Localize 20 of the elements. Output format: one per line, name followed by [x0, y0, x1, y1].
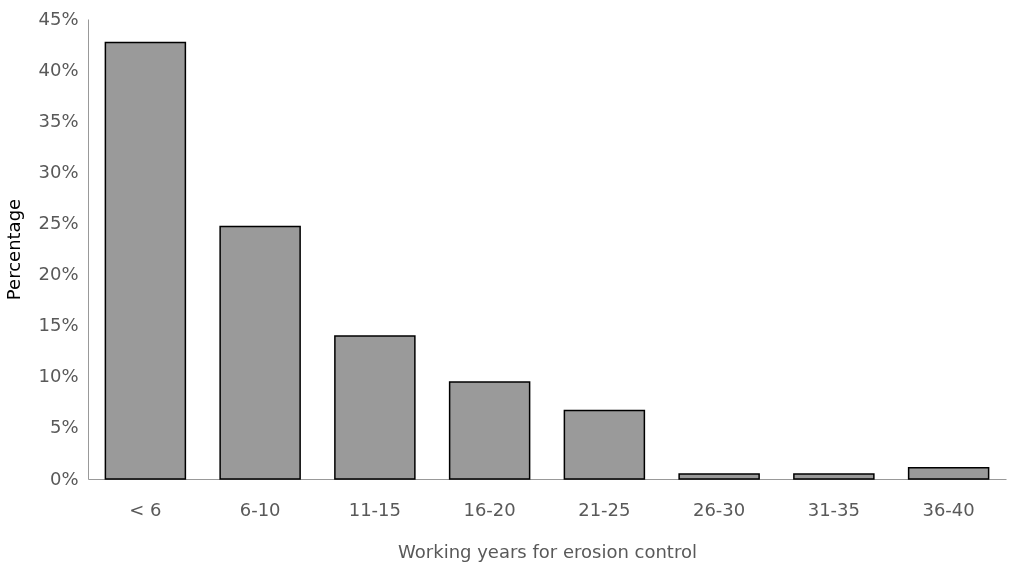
x-axis-title: Working years for erosion control: [398, 540, 697, 562]
y-tick-label: 25%: [38, 211, 79, 233]
x-tick-label: 11-15: [348, 498, 402, 520]
x-tick-label: 31-35: [807, 498, 861, 520]
x-tick-label: 36-40: [922, 498, 975, 520]
y-tick-label: 20%: [38, 263, 79, 285]
y-tick-label: 45%: [38, 7, 79, 29]
y-tick-label: 5%: [49, 416, 79, 438]
y-tick-label: 10%: [38, 365, 79, 387]
x-tick-label: 26-30: [692, 498, 746, 520]
y-tick-label: 40%: [38, 58, 79, 80]
x-tick-label: < 6: [129, 498, 162, 520]
x-tick-label: 6-10: [239, 498, 281, 520]
y-axis-title: Percentage: [3, 198, 25, 301]
y-tick-label: 15%: [38, 314, 79, 336]
x-tick-label: 16-20: [463, 498, 516, 520]
y-tick-label: 30%: [38, 160, 79, 182]
y-tick-label: 35%: [38, 109, 79, 131]
x-tick-label: 21-25: [578, 498, 631, 520]
y-tick-label: 0%: [49, 467, 79, 489]
